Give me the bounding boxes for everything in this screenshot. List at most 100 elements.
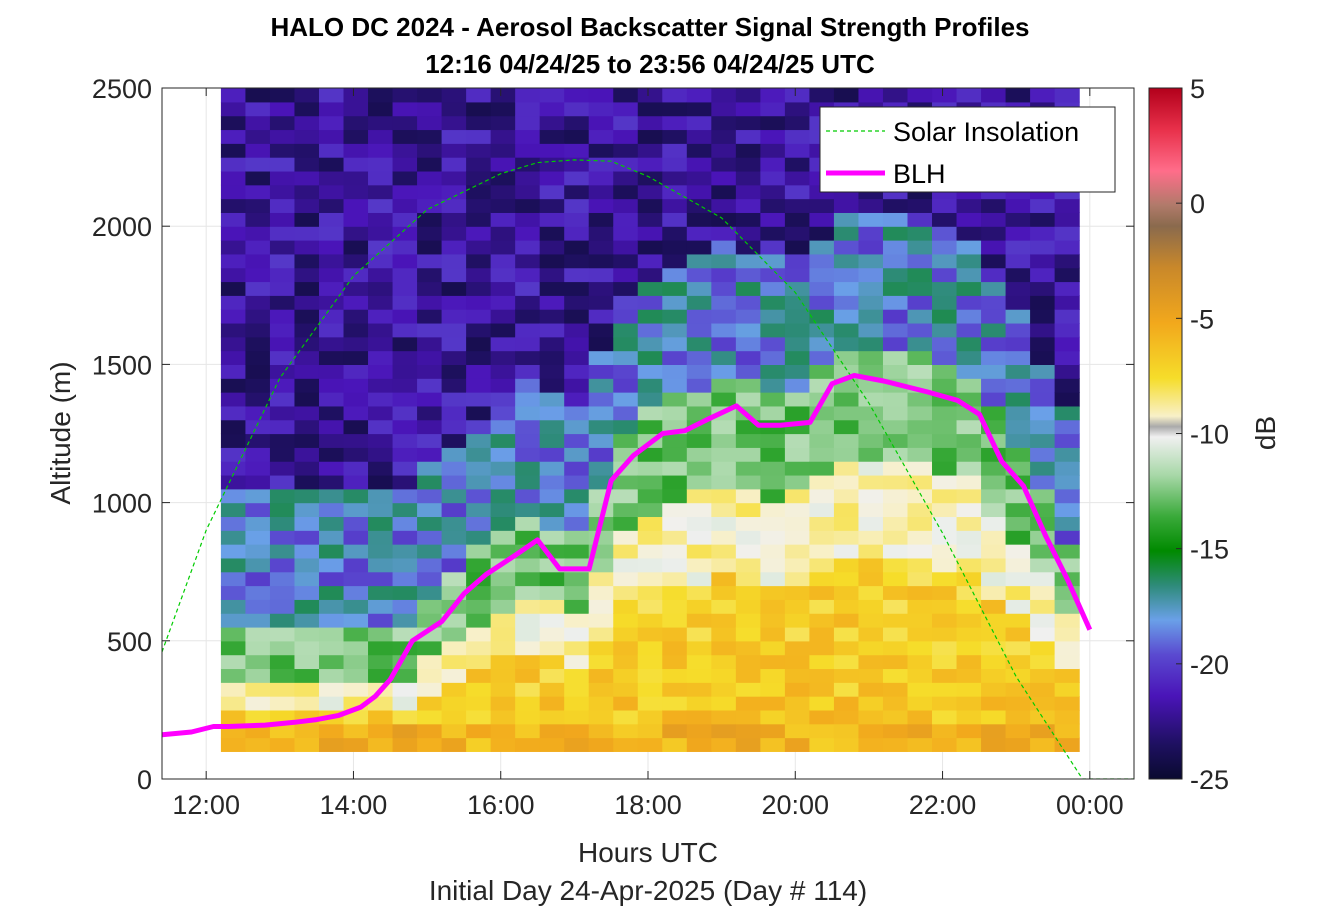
heatmap-cell (981, 309, 1007, 324)
heatmap-cell (882, 433, 909, 448)
heatmap-cell (882, 544, 909, 559)
heatmap-cell (932, 544, 958, 559)
heatmap-cell (245, 295, 271, 310)
heatmap-cell (637, 364, 663, 379)
colorbar-tick-label: -20 (1190, 650, 1229, 680)
heatmap-cell (466, 544, 492, 559)
heatmap-cell (588, 530, 614, 545)
heatmap-cell (368, 585, 394, 600)
heatmap-cell (490, 350, 516, 365)
heatmap-cell (932, 613, 958, 628)
heatmap-cell (662, 682, 688, 697)
heatmap-cell (956, 585, 982, 600)
heatmap-cell (686, 502, 712, 518)
heatmap-cell (417, 571, 443, 587)
heatmap-cell (809, 88, 835, 103)
heatmap-cell (735, 309, 761, 324)
heatmap-cell (269, 640, 296, 656)
heatmap-cell (318, 184, 345, 200)
heatmap-cell (662, 571, 688, 587)
heatmap-cell (539, 322, 565, 338)
heatmap-cell (490, 378, 516, 393)
heatmap-cell (294, 253, 320, 269)
heatmap-cell (932, 433, 958, 448)
heatmap-cell (441, 129, 467, 144)
heatmap-cell (1005, 309, 1031, 324)
heatmap-cell (220, 737, 247, 752)
heatmap-cell (368, 184, 394, 200)
heatmap-cell (269, 654, 296, 670)
heatmap-cell (735, 447, 761, 462)
heatmap-cell (220, 184, 247, 200)
heatmap-cell (588, 613, 614, 628)
heatmap-cell (809, 709, 835, 725)
heatmap-cell (490, 654, 516, 670)
heatmap-cell (637, 544, 663, 559)
heatmap-cell (466, 530, 492, 545)
heatmap-cell (294, 461, 320, 476)
heatmap-cell (343, 378, 369, 393)
heatmap-cell (417, 88, 443, 103)
heatmap-cell (662, 405, 688, 421)
heatmap-cell (417, 668, 443, 683)
heatmap-cell (637, 571, 663, 587)
heatmap-cell (417, 115, 443, 131)
heatmap-cell (588, 502, 614, 518)
heatmap-cell (318, 474, 345, 490)
heatmap-cell (588, 281, 614, 296)
heatmap-cell (294, 309, 320, 324)
heatmap-cell (662, 737, 688, 752)
heatmap-cell (637, 170, 663, 186)
heatmap-cell (294, 267, 320, 283)
heatmap-cell (343, 101, 369, 117)
heatmap-cell (613, 101, 639, 117)
heatmap-cell (735, 682, 761, 697)
heatmap-cell (220, 585, 247, 600)
heatmap-cell (956, 474, 982, 490)
heatmap-cell (760, 226, 786, 241)
heatmap-cell (245, 267, 271, 283)
heatmap-cell (932, 364, 958, 379)
heatmap-cell (417, 461, 443, 476)
heatmap-cell (564, 143, 590, 158)
heatmap-cell (784, 668, 811, 683)
heatmap-cell (613, 585, 639, 600)
heatmap-cell (637, 474, 663, 490)
heatmap-cell (539, 364, 565, 379)
heatmap-cell (368, 226, 394, 241)
heatmap-cell (294, 101, 320, 117)
heatmap-cell (269, 488, 296, 504)
heatmap-cell (269, 267, 296, 283)
heatmap-cell (490, 709, 516, 725)
heatmap-cell (735, 267, 761, 283)
heatmap-cell (368, 461, 394, 476)
heatmap-cell (882, 723, 909, 739)
heatmap-cell (539, 240, 565, 255)
heatmap-cell (711, 281, 737, 296)
heatmap-cell (809, 640, 835, 656)
heatmap-cell (686, 184, 712, 200)
heatmap-cell (784, 502, 811, 518)
heatmap-cell (539, 88, 565, 103)
heatmap-cell (1005, 613, 1031, 628)
heatmap-cell (343, 654, 369, 670)
heatmap-cell (1054, 364, 1080, 379)
heatmap-cell (956, 253, 982, 269)
heatmap-cell (245, 737, 271, 752)
heatmap-cell (269, 157, 296, 172)
heatmap-cell (1030, 295, 1056, 310)
heatmap-cell (245, 198, 271, 213)
heatmap-cell (343, 433, 369, 448)
heatmap-cell (858, 253, 884, 269)
heatmap-cell (588, 198, 614, 213)
heatmap-cell (932, 336, 958, 352)
heatmap-cell (1054, 696, 1080, 711)
heatmap-cell (318, 198, 345, 213)
heatmap-cell (784, 405, 811, 421)
heatmap-cell (220, 433, 247, 448)
heatmap-cell (466, 115, 492, 131)
heatmap-cell (858, 295, 884, 310)
heatmap-cell (588, 253, 614, 269)
heatmap-cell (613, 392, 639, 407)
heatmap-cell (907, 447, 933, 462)
